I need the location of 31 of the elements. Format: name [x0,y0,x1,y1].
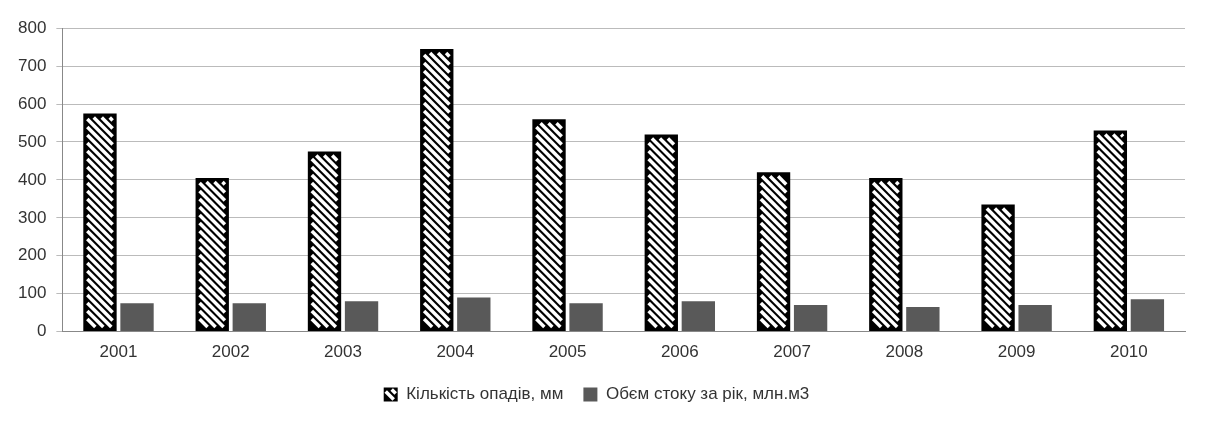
x-tick-label: 2006 [660,342,699,362]
y-tick-label: 300 [17,207,47,227]
y-tick-label: 700 [17,55,47,75]
x-tick-label: 2002 [211,342,250,362]
y-tick-label: 800 [17,17,47,37]
x-tick-label: 2005 [548,342,587,362]
bar [906,306,940,332]
y-tick-label: 200 [17,245,47,265]
x-tick-label: 2003 [324,342,362,362]
bar [457,297,491,332]
x-tick-label: 2007 [773,342,811,362]
x-tick-label: 2010 [1109,342,1148,362]
x-tick-label: 2004 [436,342,475,362]
x-tick-label: 2001 [99,342,138,362]
bar [681,301,716,332]
bar [1018,305,1052,332]
bar [793,305,828,332]
bar [120,303,154,332]
y-tick-label: 100 [17,283,47,303]
y-tick-label: 600 [17,93,47,113]
bar [1130,299,1165,332]
y-tick-label: 400 [17,169,47,189]
y-tick-label: 500 [17,131,47,151]
y-tick-label: 0 [36,321,47,341]
bar [344,301,379,332]
legend-label: Кількість опадів, мм [406,384,564,404]
legend-label: Обєм стоку за рік, млн.м3 [605,384,810,404]
bar [569,303,603,332]
x-tick-label: 2008 [885,342,924,362]
x-tick-label: 2009 [997,342,1036,362]
bar [232,303,266,332]
